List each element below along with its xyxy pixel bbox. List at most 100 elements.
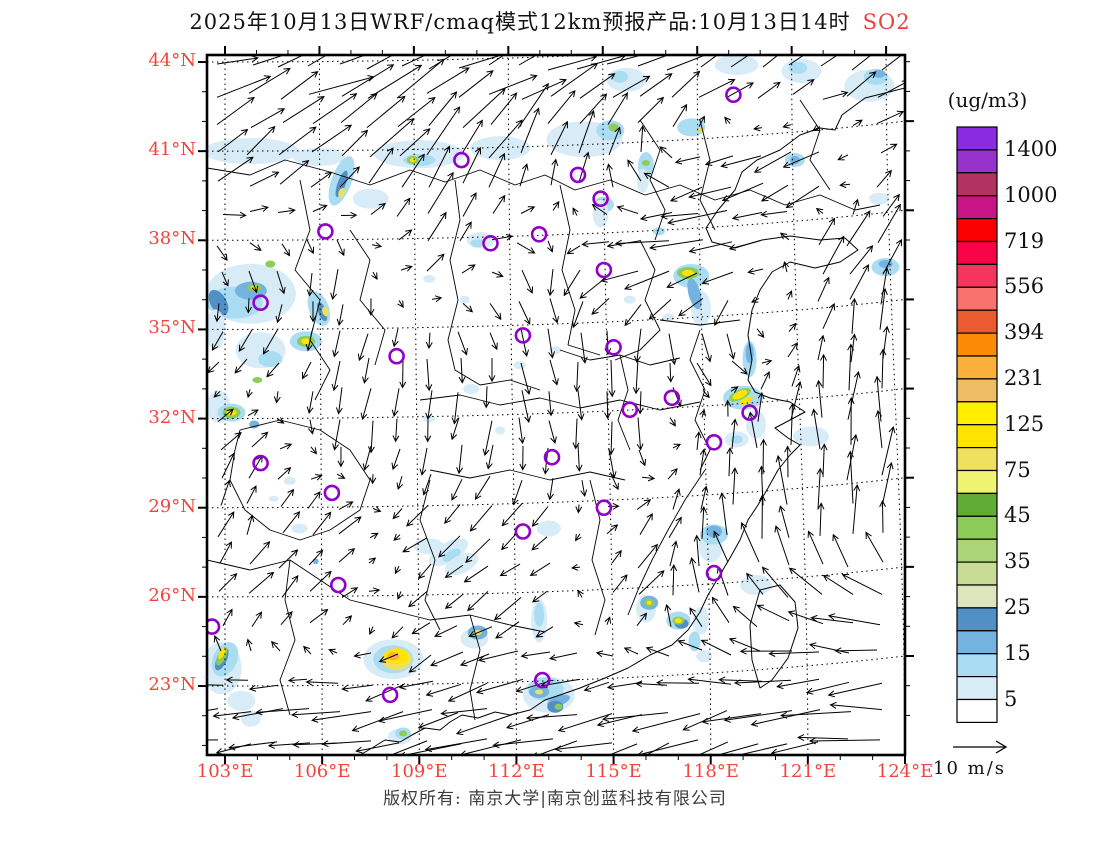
wind-arrow bbox=[214, 303, 221, 323]
wind-arrow bbox=[750, 709, 821, 727]
wind-arrow bbox=[641, 474, 656, 482]
wind-arrow bbox=[645, 742, 670, 755]
wind-arrow bbox=[417, 563, 432, 580]
station-marker bbox=[592, 190, 609, 207]
wind-arrow bbox=[847, 450, 854, 504]
wind-arrow bbox=[548, 420, 557, 444]
wind-arrow bbox=[474, 475, 491, 501]
wind-arrow bbox=[788, 567, 823, 595]
wind-arrow bbox=[459, 653, 490, 667]
wind-arrow bbox=[667, 362, 675, 383]
wind-arrow bbox=[760, 184, 789, 202]
wind-arrow bbox=[444, 504, 461, 525]
wind-arrow bbox=[672, 103, 688, 127]
wind-arrow bbox=[290, 711, 341, 718]
wind-arrow bbox=[426, 67, 470, 94]
wind-arrow bbox=[761, 566, 789, 598]
wind-arrow bbox=[607, 421, 615, 456]
wind-arrow bbox=[336, 239, 345, 257]
wind-arrow bbox=[367, 64, 423, 99]
wind-arrow bbox=[579, 73, 616, 99]
wind-arrow bbox=[638, 125, 646, 152]
so2-plume bbox=[249, 420, 260, 429]
so2-plume bbox=[227, 690, 256, 711]
station-marker bbox=[741, 404, 758, 421]
axis-lat-label: 38°N bbox=[148, 228, 196, 250]
wind-arrow bbox=[612, 574, 628, 593]
grid-lon-line bbox=[413, 55, 420, 755]
wind-arrow bbox=[822, 302, 836, 329]
wind-arrow bbox=[220, 431, 242, 451]
so2-plume bbox=[470, 136, 531, 161]
wind-arrow bbox=[368, 626, 376, 635]
colorbar-segment bbox=[956, 309, 998, 334]
wind-arrow bbox=[276, 417, 285, 424]
wind-arrow bbox=[834, 647, 878, 655]
province-boundary bbox=[559, 184, 601, 356]
wind-arrow bbox=[607, 92, 628, 125]
province-boundary bbox=[207, 159, 881, 211]
wind-arrow bbox=[552, 200, 560, 211]
wind-arrow bbox=[687, 676, 732, 685]
wind-arrow bbox=[550, 62, 599, 97]
province-boundary bbox=[419, 394, 701, 411]
so2-plume bbox=[535, 689, 544, 695]
wind-arrow bbox=[850, 333, 858, 363]
geography-layer bbox=[207, 87, 905, 755]
wind-arrow bbox=[462, 303, 474, 313]
wind-arrow bbox=[689, 607, 703, 627]
wind-arrow bbox=[518, 417, 526, 445]
taiwan-island-outline bbox=[749, 584, 799, 689]
wind-arrow bbox=[248, 67, 291, 94]
wind-arrow bbox=[608, 449, 617, 479]
wind-arrow bbox=[797, 734, 849, 742]
colorbar-segment bbox=[956, 447, 998, 472]
wind-arrow bbox=[700, 55, 719, 68]
wind-arrow bbox=[697, 741, 729, 755]
wind-arrow bbox=[341, 64, 395, 97]
colorbar-segment bbox=[956, 263, 998, 288]
wind-arrow bbox=[444, 564, 464, 579]
wind-arrow bbox=[577, 390, 585, 421]
wind-arrow bbox=[787, 342, 798, 358]
wind-arrow bbox=[822, 574, 854, 595]
station-marker bbox=[252, 454, 269, 472]
colorbar-segment bbox=[956, 607, 998, 632]
axis-lat-label: 29°N bbox=[148, 495, 196, 517]
wind-arrow bbox=[784, 445, 792, 478]
wind-arrow bbox=[573, 620, 584, 628]
wind-arrow bbox=[810, 614, 854, 624]
province-boundary bbox=[419, 479, 441, 631]
wind-arrow bbox=[716, 565, 729, 596]
wind-arrow bbox=[549, 298, 559, 324]
province-boundary bbox=[639, 119, 666, 241]
wind-arrow bbox=[699, 448, 707, 476]
station-marker bbox=[329, 576, 347, 594]
wind-arrow bbox=[456, 444, 464, 475]
so2-plume bbox=[317, 302, 328, 322]
province-boundary bbox=[349, 229, 386, 366]
wind-arrow bbox=[328, 648, 338, 656]
so2-plume bbox=[693, 606, 710, 635]
wind-arrow bbox=[746, 572, 764, 595]
wind-arrow bbox=[791, 364, 801, 387]
wind-arrow bbox=[212, 711, 252, 719]
wind-arrow bbox=[278, 126, 317, 156]
wind-arrow bbox=[689, 557, 700, 593]
wind-arrow bbox=[757, 81, 781, 99]
wind-arrow bbox=[627, 159, 642, 182]
wind-arrow bbox=[678, 297, 704, 317]
wind-arrow bbox=[308, 549, 324, 566]
province-boundary bbox=[799, 99, 831, 191]
wind-arrow bbox=[563, 269, 581, 297]
wind-arrow bbox=[881, 461, 894, 507]
wind-arrow bbox=[270, 640, 281, 652]
wind-arrow bbox=[517, 82, 549, 129]
wind-arrow bbox=[575, 504, 583, 514]
wind-arrow bbox=[760, 210, 788, 218]
wind-arrow bbox=[401, 55, 427, 67]
wind-arrow bbox=[391, 328, 399, 348]
wind-arrow bbox=[723, 710, 793, 723]
wind-arrow bbox=[774, 525, 790, 566]
wind-arrow bbox=[216, 96, 255, 126]
